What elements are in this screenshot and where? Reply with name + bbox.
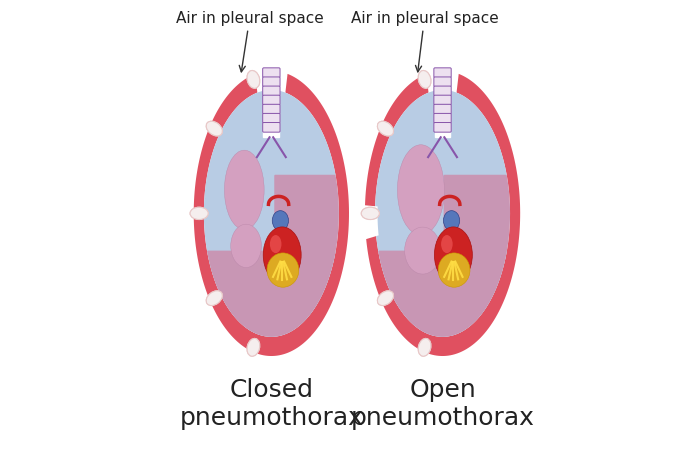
- FancyBboxPatch shape: [434, 122, 452, 132]
- Ellipse shape: [441, 235, 453, 253]
- FancyBboxPatch shape: [262, 95, 280, 105]
- Polygon shape: [365, 74, 520, 356]
- Ellipse shape: [267, 253, 299, 287]
- Polygon shape: [204, 91, 338, 336]
- Ellipse shape: [190, 207, 208, 219]
- FancyBboxPatch shape: [262, 86, 280, 96]
- Polygon shape: [435, 65, 451, 137]
- Ellipse shape: [263, 227, 301, 283]
- Ellipse shape: [206, 121, 223, 136]
- FancyBboxPatch shape: [434, 95, 452, 105]
- Polygon shape: [204, 91, 335, 336]
- Ellipse shape: [247, 339, 260, 356]
- Ellipse shape: [398, 145, 444, 235]
- Polygon shape: [194, 74, 349, 356]
- Ellipse shape: [361, 207, 379, 219]
- Ellipse shape: [206, 291, 223, 305]
- Ellipse shape: [247, 70, 260, 88]
- Ellipse shape: [418, 70, 431, 88]
- Polygon shape: [376, 91, 510, 336]
- FancyBboxPatch shape: [262, 77, 280, 87]
- FancyBboxPatch shape: [262, 113, 280, 123]
- FancyBboxPatch shape: [262, 104, 280, 114]
- FancyBboxPatch shape: [434, 77, 452, 87]
- Text: Air in pleural space: Air in pleural space: [351, 11, 498, 72]
- Ellipse shape: [418, 339, 431, 356]
- Ellipse shape: [231, 224, 261, 267]
- FancyBboxPatch shape: [434, 113, 452, 123]
- Ellipse shape: [206, 121, 223, 136]
- Ellipse shape: [418, 70, 431, 88]
- Text: Open
pneumothorax: Open pneumothorax: [351, 378, 535, 431]
- Ellipse shape: [272, 211, 288, 231]
- FancyBboxPatch shape: [434, 68, 452, 77]
- Ellipse shape: [435, 227, 472, 283]
- Ellipse shape: [377, 121, 393, 136]
- Ellipse shape: [361, 207, 379, 219]
- Ellipse shape: [206, 291, 223, 305]
- Ellipse shape: [377, 291, 393, 305]
- Polygon shape: [363, 205, 379, 240]
- Polygon shape: [208, 175, 338, 336]
- FancyBboxPatch shape: [434, 86, 452, 96]
- Ellipse shape: [377, 121, 393, 136]
- Ellipse shape: [418, 339, 431, 356]
- Ellipse shape: [438, 253, 470, 287]
- Ellipse shape: [190, 207, 208, 219]
- Ellipse shape: [270, 235, 281, 253]
- Ellipse shape: [225, 150, 264, 230]
- Ellipse shape: [377, 291, 393, 305]
- Ellipse shape: [247, 339, 260, 356]
- FancyBboxPatch shape: [262, 68, 280, 77]
- Polygon shape: [379, 175, 510, 336]
- FancyBboxPatch shape: [262, 122, 280, 132]
- Ellipse shape: [247, 70, 260, 88]
- Ellipse shape: [443, 211, 460, 231]
- FancyBboxPatch shape: [434, 104, 452, 114]
- Text: Air in pleural space: Air in pleural space: [176, 11, 323, 72]
- Polygon shape: [376, 91, 506, 336]
- Polygon shape: [263, 65, 279, 137]
- Text: Closed
pneumothorax: Closed pneumothorax: [179, 378, 363, 431]
- Ellipse shape: [405, 227, 441, 274]
